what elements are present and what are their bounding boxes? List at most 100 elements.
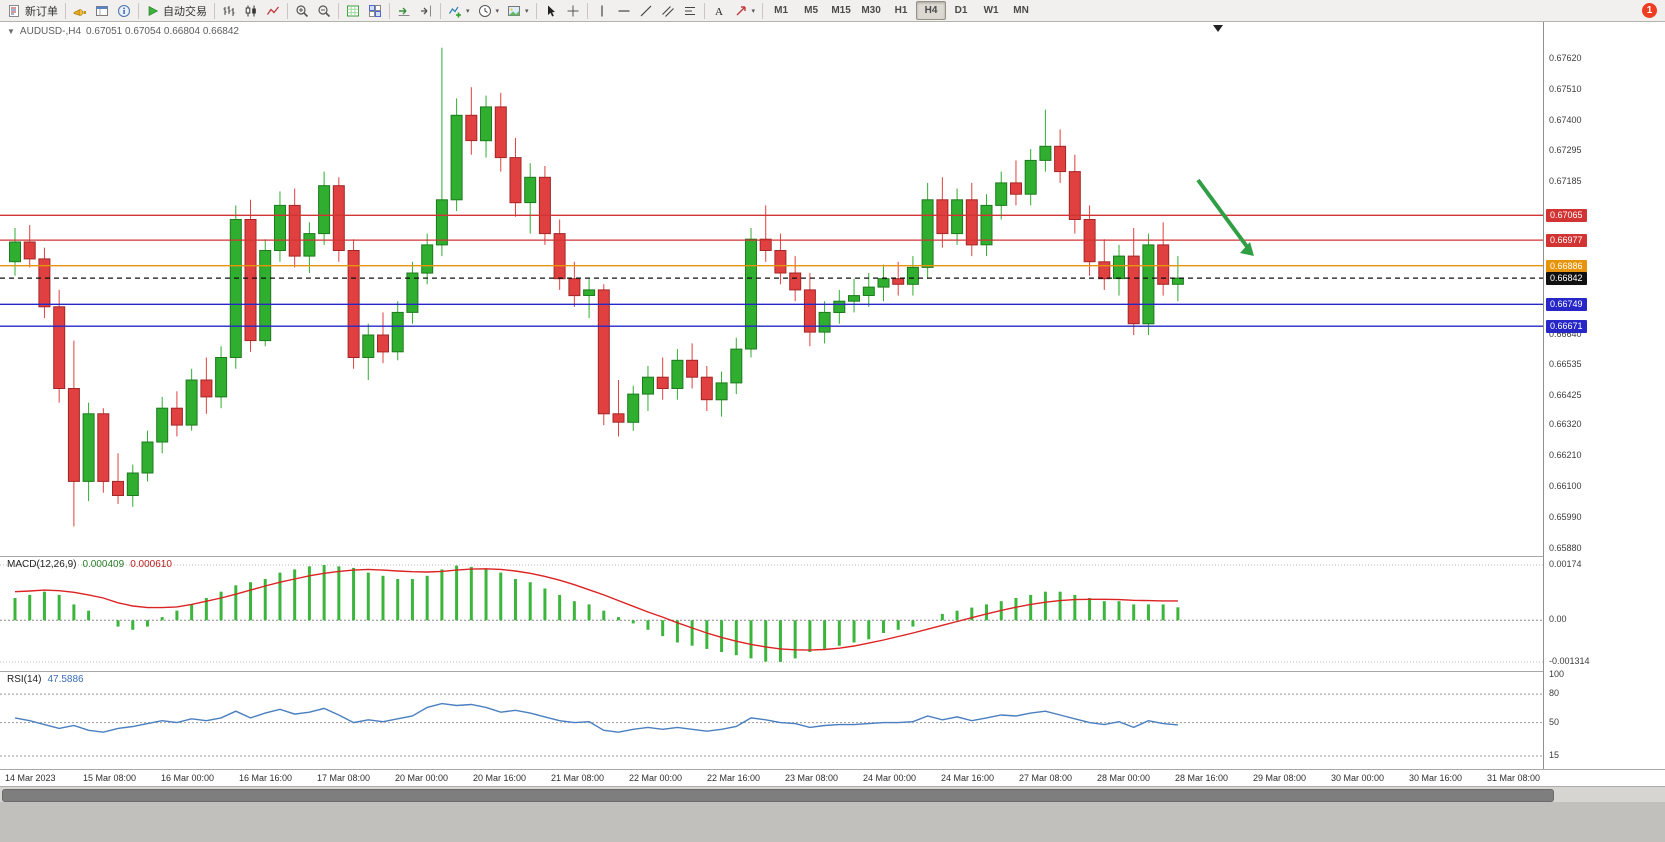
- bar-chart-button[interactable]: [218, 0, 240, 21]
- svg-text:A: A: [715, 6, 723, 18]
- timeframe-m1[interactable]: M1: [774, 5, 789, 16]
- price-axis-label: 0.67400: [1549, 114, 1582, 125]
- arrows-button[interactable]: ▾: [730, 0, 760, 21]
- price-axis-label: 80: [1549, 688, 1560, 699]
- main-chart[interactable]: [0, 22, 1543, 556]
- time-axis[interactable]: 14 Mar 2023 15 Mar 08:00 16 Mar 00:00 16 Ma…: [0, 769, 1665, 787]
- indicators-button[interactable]: ▾: [444, 0, 474, 21]
- periods-button[interactable]: ▾: [474, 0, 504, 21]
- timeframe-h4[interactable]: H4: [916, 1, 947, 20]
- toolbar-separator: [138, 2, 139, 19]
- toolbar-separator: [338, 2, 339, 19]
- chart-shift-icon: [421, 5, 431, 16]
- zoom-in-button[interactable]: [291, 0, 313, 21]
- trendline-button[interactable]: [635, 0, 657, 21]
- price-tag-0.66886: 0.66886: [1546, 259, 1587, 273]
- time-axis-label: 23 Mar 08:00: [785, 773, 839, 783]
- scrollbar-thumb[interactable]: [2, 789, 1554, 802]
- toolbar-separator: [287, 2, 288, 19]
- new-order-button-label: 新订单: [25, 5, 58, 18]
- timeframe-w1[interactable]: W1: [983, 5, 999, 16]
- picture-icon: [508, 5, 521, 16]
- toolbar-separator: [535, 2, 537, 19]
- zoom-out-button[interactable]: [313, 0, 335, 21]
- cursor-button[interactable]: [540, 0, 562, 21]
- channel-button[interactable]: [657, 0, 679, 21]
- panel-divider-rsi[interactable]: [0, 671, 1665, 672]
- notification-badge[interactable]: 1: [1642, 3, 1657, 18]
- window-footer: [0, 802, 1665, 842]
- polyline-icon: [266, 6, 280, 15]
- tiles-icon: [369, 4, 381, 17]
- auto-scroll-button[interactable]: [393, 0, 415, 21]
- fibonacci-button[interactable]: [679, 0, 701, 21]
- annotation-arrow[interactable]: [1196, 178, 1254, 256]
- new-chart-button[interactable]: [342, 0, 364, 21]
- panel-divider-macd[interactable]: [0, 556, 1665, 557]
- timeframe-m30[interactable]: M30: [861, 5, 881, 16]
- candlestick-chart-button[interactable]: [240, 0, 262, 21]
- vertical-line-button[interactable]: [591, 0, 613, 21]
- time-axis-label: 28 Mar 00:00: [1097, 773, 1151, 783]
- timeframe-m5[interactable]: M5: [804, 5, 819, 16]
- line-chart-button[interactable]: [262, 0, 284, 21]
- navigator-button[interactable]: [91, 0, 113, 21]
- time-axis-label: 20 Mar 16:00: [473, 773, 527, 783]
- new-order-button[interactable]: 新订单: [4, 0, 62, 21]
- price-axis[interactable]: 0.67620 0.67510 0.67400 0.67295 0.67185 0.666…: [1543, 22, 1665, 769]
- timeframe-m15[interactable]: M15: [831, 5, 851, 16]
- chart-title: ▼ AUDUSD-,H4 0.67051 0.67054 0.66804 0.6…: [7, 26, 239, 37]
- templates-button[interactable]: ▾: [503, 0, 533, 21]
- price-tag-0.66671: 0.66671: [1546, 320, 1587, 334]
- clock-icon: [478, 4, 491, 17]
- auto-scroll-icon: [398, 7, 410, 16]
- one-click-trading-toggle[interactable]: ▼: [7, 27, 15, 36]
- time-axis-label: 28 Mar 16:00: [1175, 773, 1229, 783]
- macd-panel[interactable]: [0, 557, 1543, 671]
- time-axis-label: 30 Mar 16:00: [1409, 773, 1463, 783]
- cursor-icon: [547, 5, 555, 16]
- vline-icon: [600, 5, 603, 16]
- rsi-indicator-label: RSI(14) 47.5886: [7, 674, 84, 685]
- data-window-button[interactable]: [113, 0, 135, 21]
- text-button[interactable]: A: [708, 0, 730, 21]
- symbol-label: AUDUSD-,H4: [19, 26, 82, 37]
- price-axis-label: 0.66640: [1549, 328, 1582, 339]
- toolbar-separator: [586, 2, 588, 19]
- info-icon: [118, 4, 130, 17]
- timeframe-mn[interactable]: MN: [1013, 5, 1029, 16]
- chart-shift-button[interactable]: [415, 0, 437, 21]
- price-axis-label: 0.66535: [1549, 358, 1582, 369]
- horizontal-line-button[interactable]: [613, 0, 635, 21]
- price-axis-label: 0.66100: [1549, 481, 1582, 492]
- price-axis-label: 0.00: [1549, 614, 1567, 625]
- timeframe-d1[interactable]: D1: [954, 5, 968, 16]
- time-axis-label: 14 Mar 2023: [5, 773, 56, 783]
- time-axis-label: 24 Mar 16:00: [941, 773, 995, 783]
- dropdown-caret-icon: ▾: [495, 7, 500, 15]
- time-axis-label: 22 Mar 16:00: [707, 773, 761, 783]
- timeframe-h1[interactable]: H1: [894, 5, 908, 16]
- time-axis-label: 29 Mar 08:00: [1253, 773, 1307, 783]
- hline-icon: [618, 9, 630, 12]
- time-axis-label: 31 Mar 08:00: [1487, 773, 1541, 783]
- play-icon: [148, 5, 159, 16]
- horn-icon: [73, 8, 86, 16]
- crosshair-button[interactable]: [562, 0, 584, 21]
- rsi-value: 47.5886: [47, 674, 84, 685]
- price-axis-label: 0.65880: [1549, 543, 1582, 553]
- price-axis-label: 100: [1549, 669, 1565, 679]
- time-axis-label: 30 Mar 00:00: [1331, 773, 1385, 783]
- rsi-panel[interactable]: [0, 672, 1543, 769]
- autotrading-button[interactable]: 自动交易: [142, 0, 211, 21]
- toolbar-separator: [703, 2, 705, 19]
- candles-icon: [245, 5, 256, 16]
- indicator-plus-icon: [449, 6, 461, 17]
- chart-shift-marker[interactable]: [1213, 25, 1223, 32]
- horizontal-scrollbar[interactable]: [0, 786, 1665, 803]
- tile-windows-button[interactable]: [364, 0, 386, 21]
- macd-value: 0.000409: [82, 559, 125, 570]
- price-axis-label: 0.67185: [1549, 175, 1582, 186]
- price-axis-label: 0.66320: [1549, 419, 1582, 430]
- alerts-button[interactable]: [69, 0, 91, 21]
